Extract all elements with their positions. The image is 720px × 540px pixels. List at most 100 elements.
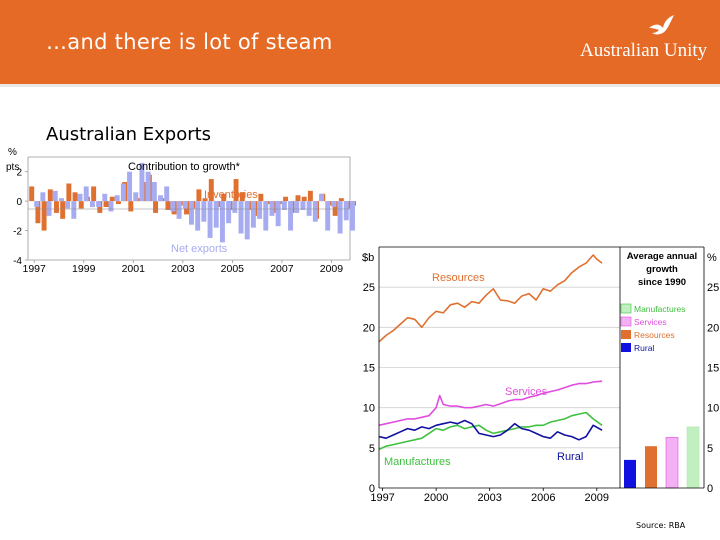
net-exports-bar-5 xyxy=(65,201,71,209)
net-exports-bar-7 xyxy=(77,193,83,202)
net-exports-bar-34 xyxy=(244,201,250,240)
panel-legend: Manufactures Services Resources Rural xyxy=(620,303,686,353)
net-exports-bar-3 xyxy=(52,190,58,202)
slide-subtitle: Australian Exports xyxy=(46,124,212,145)
chart2-xtick-label-2: 2003 xyxy=(477,492,501,502)
series-label-resources: Resources xyxy=(432,272,485,284)
inventories-bar-14 xyxy=(115,201,121,205)
inventories-bar-20 xyxy=(153,201,159,213)
chart2-ytick-left-1: 20 xyxy=(363,322,375,334)
inventories-bar-31 xyxy=(221,193,227,202)
chart1-ylabel-pts: pts xyxy=(6,162,19,173)
chart2-ytick-right-5: 0 xyxy=(707,483,713,495)
net-exports-bar-16 xyxy=(133,192,139,202)
net-exports-bar-6 xyxy=(71,201,77,219)
chart1-ytick-label-3: -4 xyxy=(13,256,22,267)
inventories-bar-12 xyxy=(103,201,109,208)
panel-bar-manufactures xyxy=(686,426,700,489)
inventories-bar-28 xyxy=(202,198,208,202)
chart2-ytick-right-2: 15 xyxy=(707,363,719,375)
chart1-ylabel-percent: % xyxy=(8,147,17,158)
net-exports-bar-14 xyxy=(120,183,126,202)
chart2-ylabel-left: $b xyxy=(362,252,374,264)
chart2-xtick-label-0: 1997 xyxy=(370,492,394,502)
inventories-bar-0 xyxy=(29,186,35,202)
net-exports-bar-11 xyxy=(102,193,108,202)
chart1-annotation-net-exports: Net exports xyxy=(171,243,228,255)
chart1-xtick-label-4: 2005 xyxy=(221,263,245,275)
chart2-ytick-left-0: 25 xyxy=(363,282,375,294)
chart2-ytick-left-2: 15 xyxy=(363,363,375,375)
net-exports-bar-21 xyxy=(164,186,170,202)
inventories-bar-49 xyxy=(332,201,338,216)
chart2-xtick-label-4: 2009 xyxy=(585,492,609,502)
net-exports-bar-18 xyxy=(145,171,151,202)
legend-label-rural: Rural xyxy=(634,343,654,353)
resources-line xyxy=(378,254,603,343)
logo-text: Australian Unity xyxy=(580,40,708,61)
inventories-bar-5 xyxy=(60,201,66,219)
net-exports-bar-2 xyxy=(46,201,52,216)
series-label-manufactures: Manufactures xyxy=(384,456,451,468)
net-exports-bar-48 xyxy=(331,201,337,208)
chart1-xtick-label-3: 2003 xyxy=(171,263,195,275)
chart2-ytick-left-5: 0 xyxy=(369,483,375,495)
net-exports-bar-38 xyxy=(269,201,275,216)
net-exports-bar-35 xyxy=(250,201,256,228)
services-line xyxy=(378,380,603,427)
net-exports-bar-1 xyxy=(40,192,46,202)
chart1-ytick-label-1: 0 xyxy=(16,197,22,208)
slide-header xyxy=(0,0,720,84)
inventories-bar-27 xyxy=(196,189,202,202)
net-exports-bar-41 xyxy=(288,201,294,231)
chart1-xtick-label-2: 2001 xyxy=(122,263,146,275)
legend-swatch-manufactures xyxy=(620,303,632,314)
net-exports-bar-10 xyxy=(96,201,102,208)
legend-label-services: Services xyxy=(634,317,667,327)
net-exports-bar-26 xyxy=(195,201,201,231)
net-exports-bar-39 xyxy=(275,201,281,227)
net-exports-bar-31 xyxy=(226,201,232,224)
net-exports-bar-17 xyxy=(139,162,145,202)
inventories-bar-45 xyxy=(307,190,313,202)
exports-line-chart: 25 25 20 20 15 15 10 10 5 5 0 0 1997 2000 2003 2006 200… xyxy=(362,246,719,502)
chart1-xtick-label-1: 1999 xyxy=(72,263,96,275)
legend-swatch-rural xyxy=(621,343,631,352)
inventories-bar-2 xyxy=(41,201,47,231)
chart1-xtick-label-5: 2007 xyxy=(270,263,294,275)
net-exports-bar-13 xyxy=(114,195,120,202)
net-exports-bar-51 xyxy=(350,201,355,231)
inventories-bar-29 xyxy=(208,179,214,202)
manufactures-line xyxy=(378,411,603,451)
inventories-bar-13 xyxy=(109,196,115,202)
australian-unity-logo: Australian Unity xyxy=(580,14,710,74)
chart1-xtick-label-0: 1997 xyxy=(23,263,47,275)
panel-bar-resources xyxy=(645,446,657,488)
chart2-xtick-label-3: 2006 xyxy=(531,492,555,502)
chart2-ytick-left-3: 10 xyxy=(363,403,375,415)
chart1-ytick-label-2: -2 xyxy=(13,227,22,238)
panel-title-line-3: since 1990 xyxy=(638,277,686,288)
net-exports-bar-9 xyxy=(89,201,95,208)
net-exports-bar-44 xyxy=(306,201,312,216)
inventories-bar-41 xyxy=(283,196,289,202)
net-exports-bar-23 xyxy=(176,201,182,219)
net-exports-bar-30 xyxy=(219,201,225,243)
inventories-bar-50 xyxy=(338,198,344,202)
net-exports-bar-27 xyxy=(201,201,207,222)
chart1-title: Contribution to growth* xyxy=(128,161,241,173)
chart2-ytick-right-1: 20 xyxy=(707,322,719,334)
chart2-ytick-right-4: 5 xyxy=(707,443,713,455)
inventories-bar-34 xyxy=(239,192,245,202)
panel-title-line-2: growth xyxy=(646,264,678,275)
legend-swatch-resources xyxy=(621,330,631,339)
net-exports-bar-20 xyxy=(158,195,163,202)
net-exports-bar-4 xyxy=(58,198,64,202)
net-exports-bar-49 xyxy=(337,201,343,234)
inventories-bar-44 xyxy=(301,196,307,202)
legend-label-manufactures: Manufactures xyxy=(634,304,686,314)
chart2-ytick-right-0: 25 xyxy=(707,282,719,294)
inventories-bar-7 xyxy=(72,192,78,202)
net-exports-bar-45 xyxy=(312,201,318,222)
net-exports-bar-33 xyxy=(238,201,244,234)
